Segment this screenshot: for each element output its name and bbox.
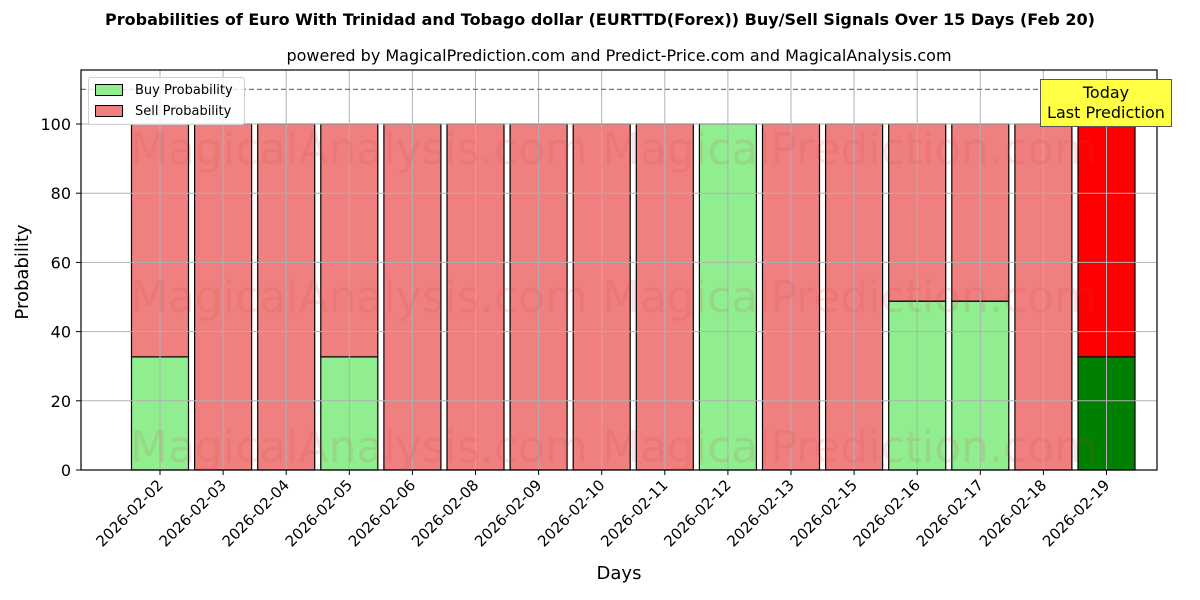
x-tick-label: 2026-02-15 — [787, 476, 861, 550]
x-tick-label: 2026-02-02 — [92, 476, 166, 550]
chart-title: Probabilities of Euro With Trinidad and … — [105, 10, 1095, 29]
annotation-line-2: Last Prediction — [1047, 103, 1165, 122]
x-tick-label: 2026-02-11 — [597, 476, 671, 550]
x-tick-label: 2026-02-12 — [660, 476, 734, 550]
x-tick-label: 2026-02-09 — [471, 476, 545, 550]
legend: Buy Probability Sell Probability — [88, 77, 245, 125]
annotation-line-1: Today — [1082, 83, 1130, 102]
y-tick-label: 0 — [61, 461, 71, 480]
today-annotation: Today Last Prediction — [1040, 79, 1172, 127]
y-tick-label: 20 — [51, 392, 71, 411]
x-tick-label: 2026-02-04 — [219, 476, 293, 550]
x-tick-label: 2026-02-10 — [534, 476, 608, 550]
legend-item-buy: Buy Probability — [95, 82, 233, 98]
x-tick-label: 2026-02-03 — [156, 476, 230, 550]
x-tick-label: 2026-02-16 — [850, 476, 924, 550]
legend-sell-label: Sell Probability — [135, 103, 232, 119]
buy-swatch-icon — [95, 84, 123, 96]
x-tick-label: 2026-02-17 — [913, 476, 987, 550]
y-axis-label: Probability — [12, 224, 33, 320]
chart-subtitle: powered by MagicalPrediction.com and Pre… — [286, 46, 952, 65]
plot-frame — [80, 69, 1158, 471]
y-tick-label: 80 — [51, 184, 71, 203]
y-tick-label: 100 — [40, 115, 71, 134]
x-tick-label: 2026-02-06 — [345, 476, 419, 550]
y-tick-label: 40 — [51, 323, 71, 342]
legend-item-sell: Sell Probability — [95, 103, 231, 119]
x-tick-label: 2026-02-05 — [282, 476, 356, 550]
x-tick-label: 2026-02-18 — [976, 476, 1050, 550]
x-axis-label: Days — [596, 563, 642, 584]
x-tick-label: 2026-02-19 — [1039, 476, 1113, 550]
sell-swatch-icon — [95, 105, 123, 117]
legend-buy-label: Buy Probability — [135, 82, 233, 98]
y-tick-label: 60 — [51, 253, 71, 272]
x-tick-label: 2026-02-08 — [408, 476, 482, 550]
x-tick-label: 2026-02-13 — [723, 476, 797, 550]
